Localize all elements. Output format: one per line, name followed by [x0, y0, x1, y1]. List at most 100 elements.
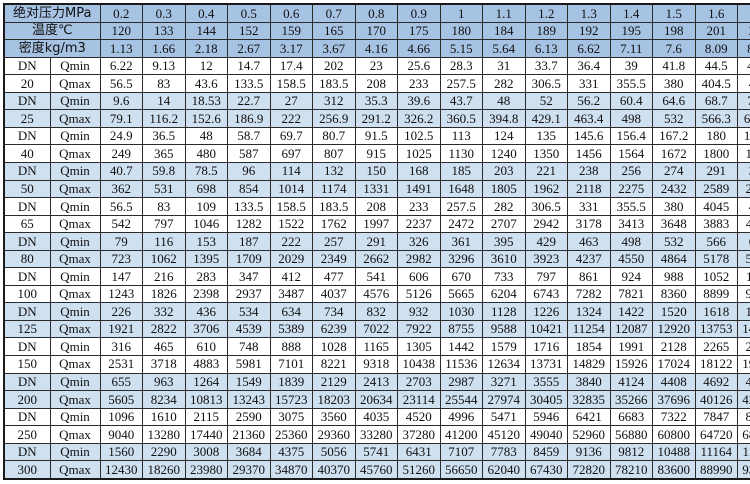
qmin-value-cell: 1549: [227, 372, 271, 392]
dn-label-top: DN: [3, 56, 51, 76]
qmin-value-cell: 80.7: [312, 126, 356, 146]
header-value-cell: 3.67: [312, 39, 356, 58]
qmin-value-cell: 498: [609, 232, 654, 251]
qmin-value-cell: 18.53: [184, 91, 229, 111]
qmax-value-cell: 10438: [397, 355, 441, 374]
header-value-cell: 175: [397, 21, 441, 41]
dn-label-bottom: 125: [3, 319, 51, 339]
qmax-value-cell: 3883: [694, 214, 739, 234]
qmin-value-cell: 2413: [354, 372, 399, 392]
qmin-value-cell: 1716: [524, 337, 569, 357]
qmax-value-cell: 8234: [142, 390, 186, 409]
qmax-value-cell: 37280: [397, 425, 441, 444]
qmin-value-cell: 2290: [142, 442, 186, 462]
header-value-cell: 2.18: [184, 39, 229, 58]
qmin-value-cell: 35.3: [354, 91, 399, 111]
qmax-value-cell: 18122: [694, 355, 739, 374]
dn-label-top: DN: [3, 91, 51, 111]
qmax-label: Qmax: [49, 179, 101, 199]
qmin-value-cell: 1115: [737, 267, 750, 286]
qmax-value-cell: 34870: [269, 460, 314, 480]
header-value-cell: 159: [269, 21, 314, 41]
dn-label-top: DN: [3, 232, 51, 251]
qmin-value-cell: 132: [312, 162, 356, 181]
qmax-value-cell: 6239: [312, 319, 356, 339]
qmin-value-cell: 655: [99, 372, 144, 392]
table-row: DN Qmin 6.22 9.13 12 14.7 17.4 202 23 25.6 28.3 31 3…: [3, 56, 750, 76]
qmax-value-cell: 29370: [227, 460, 271, 480]
qmin-label: Qmin: [49, 232, 101, 251]
qmax-label: Qmax: [49, 390, 101, 409]
qmin-value-cell: 3560: [312, 407, 356, 427]
header-value-cell: 0.9: [397, 3, 441, 23]
qmax-value-cell: 1046: [184, 214, 229, 234]
qmax-value-cell: 7922: [397, 319, 441, 339]
qmax-value-cell: 49040: [524, 425, 569, 444]
table-row: DN Qmin 1096 1610 2115 2590 3075 3560 4035 4520 49…: [3, 407, 750, 427]
qmax-value-cell: 152.6: [184, 109, 229, 128]
qmin-value-cell: 14.7: [227, 56, 271, 76]
header-value-cell: 1.6: [694, 3, 739, 23]
qmin-value-cell: 606: [397, 267, 441, 286]
qmin-value-cell: 1560: [99, 442, 144, 462]
qmin-value-cell: 180: [694, 126, 739, 146]
qmin-value-cell: 4996: [439, 407, 484, 427]
qmax-value-cell: 13243: [227, 390, 271, 409]
qmax-label: Qmax: [49, 425, 101, 444]
qmin-value-cell: 797: [524, 267, 569, 286]
header-value-cell: 1: [439, 3, 484, 23]
qmin-value-cell: 83: [142, 197, 186, 216]
table-row: 100 Qmax 1243 1826 2398 2937 3487 4037 4576 5126 5…: [3, 284, 750, 304]
qmax-value-cell: 326.2: [397, 109, 441, 128]
qmin-value-cell: 48: [184, 126, 229, 146]
qmin-value-cell: 380: [652, 197, 696, 216]
qmax-value-cell: 186.9: [227, 109, 271, 128]
qmin-value-cell: 7847: [694, 407, 739, 427]
qmin-value-cell: 412: [269, 267, 314, 286]
qmin-value-cell: 600: [737, 232, 750, 251]
qmin-value-cell: 56.5: [99, 197, 144, 216]
qmin-value-cell: 1442: [439, 337, 484, 357]
qmin-value-cell: 167.2: [652, 126, 696, 146]
header-value-cell: 7.11: [609, 39, 654, 58]
qmin-value-cell: 14: [142, 91, 186, 111]
qmin-value-cell: 1618: [694, 302, 739, 321]
qmax-value-cell: 4118: [737, 214, 750, 234]
qmax-value-cell: 56880: [609, 425, 654, 444]
qmax-value-cell: 5178: [694, 249, 739, 269]
qmax-value-cell: 3413: [609, 214, 654, 234]
qmin-value-cell: 43.7: [439, 91, 484, 111]
qmin-value-cell: 465: [142, 337, 186, 357]
header-value-cell: 1.3: [567, 3, 611, 23]
dn-label-top: DN: [3, 407, 51, 427]
qmin-value-cell: 331: [567, 197, 611, 216]
qmin-value-cell: 69.7: [269, 126, 314, 146]
qmax-value-cell: 8899: [694, 284, 739, 304]
qmin-value-cell: 5946: [524, 407, 569, 427]
qmax-value-cell: 7022: [354, 319, 399, 339]
qmin-value-cell: 156.4: [609, 126, 654, 146]
qmax-value-cell: 3923: [524, 249, 569, 269]
qmin-label: Qmin: [49, 372, 101, 392]
qmin-value-cell: 291: [354, 232, 399, 251]
qmin-value-cell: 48: [482, 91, 526, 111]
header-value-cell: 184: [482, 21, 526, 41]
qmin-value-cell: 24.9: [99, 126, 144, 146]
qmax-value-cell: 1062: [142, 249, 186, 269]
qmax-value-cell: 4576: [354, 284, 399, 304]
qmin-value-cell: 306.5: [524, 197, 569, 216]
qmin-value-cell: 2115: [184, 407, 229, 427]
qmin-label: Qmin: [49, 197, 101, 216]
qmin-value-cell: 135: [524, 126, 569, 146]
qmax-label: Qmax: [49, 460, 101, 480]
qmin-value-cell: 25.6: [397, 56, 441, 76]
qmin-value-cell: 222: [269, 232, 314, 251]
qmax-value-cell: 1962: [524, 179, 569, 199]
qmin-value-cell: 733: [482, 267, 526, 286]
qmin-value-cell: 1030: [439, 302, 484, 321]
qmax-value-cell: 21360: [227, 425, 271, 444]
qmin-value-cell: 2987: [439, 372, 484, 392]
header-value-cell: 201: [694, 21, 739, 41]
table-row: 40 Qmax 249 365 480 587 697 807 915 1025 1130 1240 1…: [3, 144, 750, 164]
